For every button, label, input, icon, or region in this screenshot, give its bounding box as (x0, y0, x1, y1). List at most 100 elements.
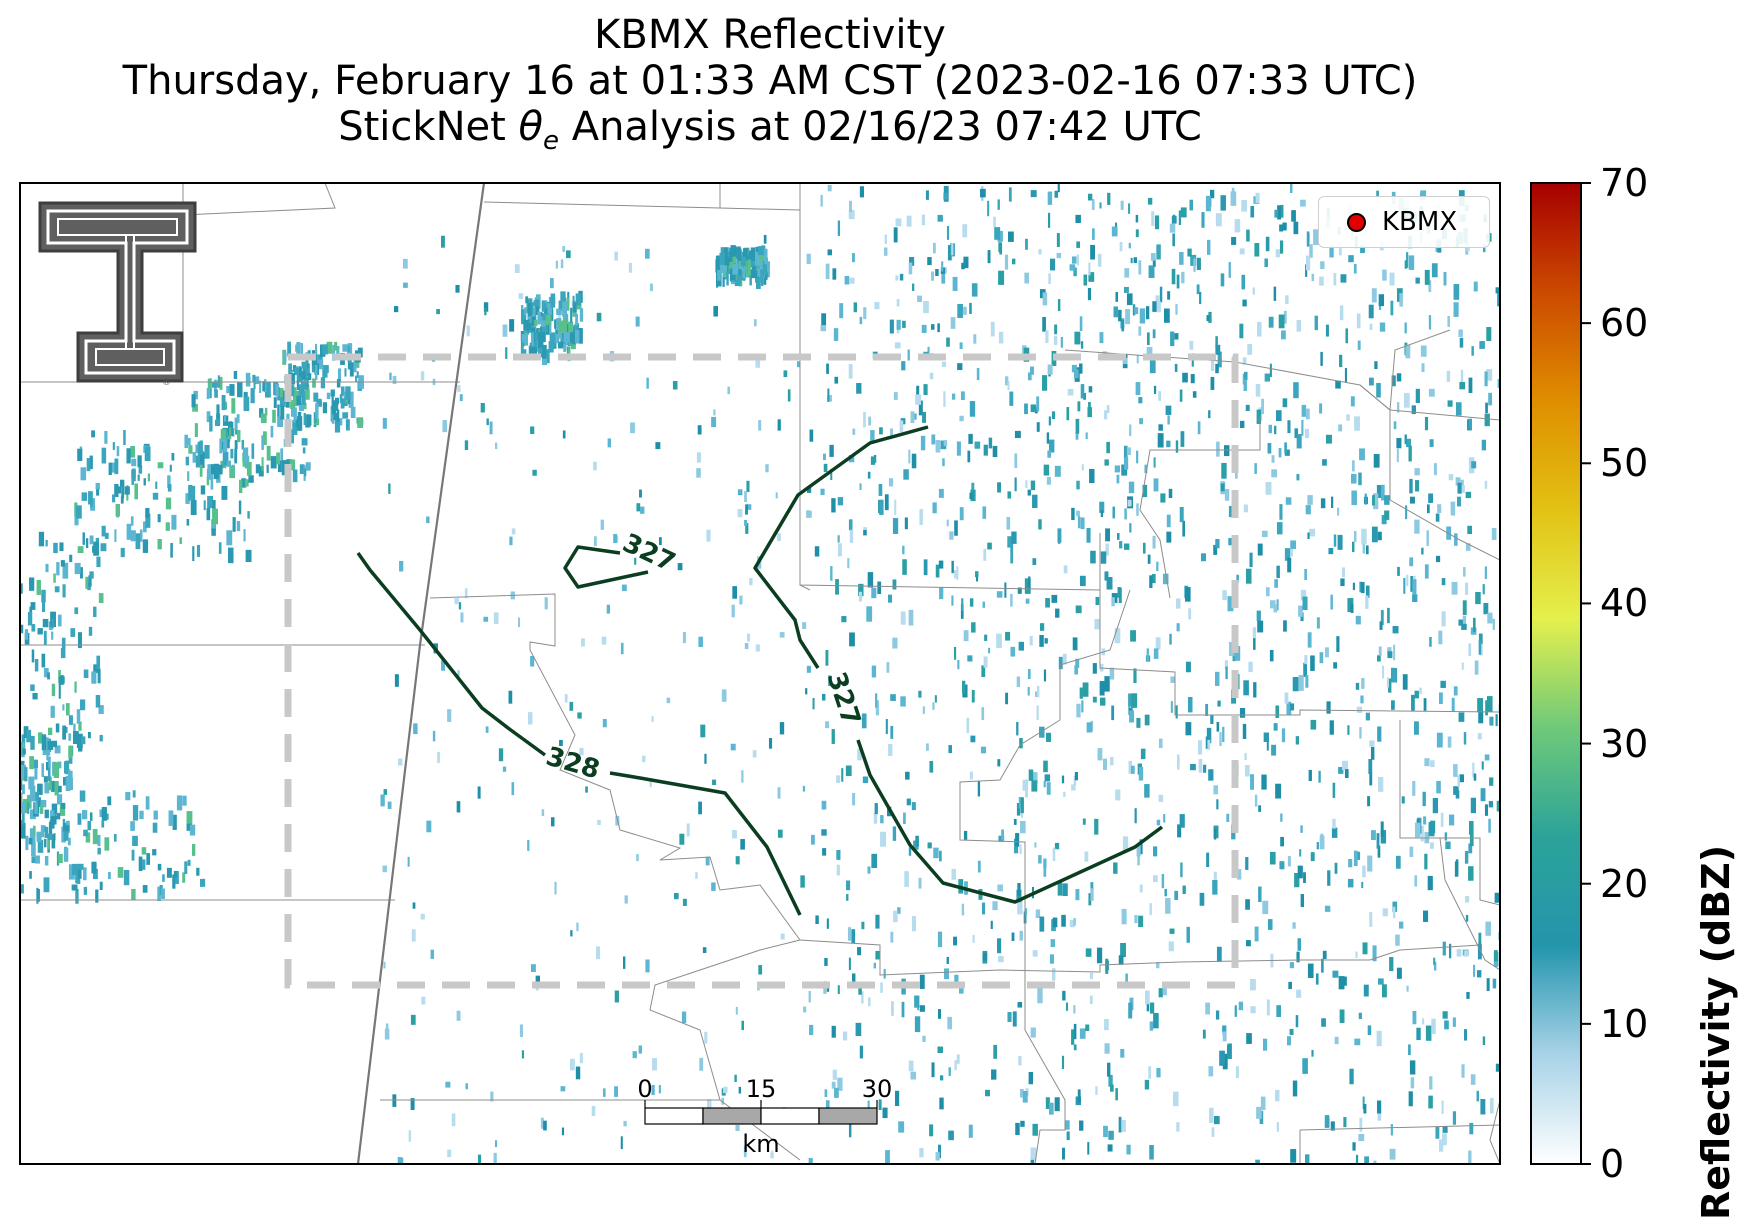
echo-speck (841, 616, 847, 623)
echo-speck (879, 499, 884, 515)
echo-speck (1328, 547, 1334, 555)
echo-speck (1303, 662, 1307, 677)
echo-speck (1345, 328, 1349, 344)
echo-speck (40, 799, 47, 808)
echo-speck (555, 260, 559, 269)
echo-speck (980, 746, 987, 754)
echo-speck (809, 429, 814, 442)
echo-speck (1032, 1123, 1038, 1136)
echo-speck (23, 726, 29, 739)
echo-speck (1305, 264, 1308, 277)
echo-speck (62, 584, 66, 598)
echo-speck (305, 363, 310, 377)
echo-speck (2, 858, 7, 874)
echo-speck (1305, 408, 1310, 420)
echo-speck (1458, 619, 1463, 626)
echo-speck (1241, 274, 1246, 290)
echo-speck (1197, 421, 1201, 435)
echo-speck (1004, 376, 1009, 386)
echo-speck (1484, 413, 1490, 427)
echo-speck (984, 634, 988, 641)
echo-speck (560, 337, 566, 344)
echo-speck (1104, 571, 1109, 581)
echo-speck (141, 847, 147, 855)
echo-speck (1464, 896, 1470, 903)
echo-speck (1482, 584, 1485, 595)
echo-speck (1123, 357, 1128, 365)
echo-speck (934, 695, 937, 703)
echo-speck (1107, 1144, 1113, 1152)
echo-speck (1367, 855, 1373, 872)
echo-speck (1043, 858, 1047, 869)
colorbar-tick-label: 40 (1600, 581, 1649, 626)
echo-speck (1414, 875, 1418, 887)
echo-speck (345, 386, 351, 400)
echo-speck (46, 744, 49, 761)
echo-speck (62, 704, 65, 711)
echo-speck (1352, 1142, 1356, 1151)
echo-speck (1165, 405, 1172, 415)
echo-speck (1261, 774, 1267, 790)
echo-speck (93, 541, 99, 556)
echo-speck (585, 786, 588, 793)
echo-speck (157, 863, 162, 871)
echo-speck (1138, 915, 1144, 928)
echo-speck (8, 880, 11, 893)
echo-speck (574, 323, 580, 334)
echo-speck (1437, 504, 1442, 514)
echo-speck (1074, 665, 1078, 675)
echo-speck (165, 497, 172, 510)
echo-speck (541, 300, 546, 312)
echo-speck (1153, 457, 1156, 468)
echo-speck (144, 446, 151, 461)
echo-speck (963, 630, 969, 642)
echo-speck (380, 794, 385, 807)
echo-speck (130, 516, 134, 526)
echo-speck (1115, 1088, 1118, 1101)
echo-speck (1226, 1045, 1231, 1056)
echo-speck (697, 425, 702, 435)
echo-speck (1112, 506, 1116, 519)
echo-speck (1145, 306, 1150, 320)
echo-speck (946, 226, 950, 240)
scale-unit: km (742, 1130, 779, 1158)
echo-speck (845, 765, 852, 777)
echo-speck (636, 854, 639, 862)
echo-speck (546, 349, 550, 364)
echo-speck (105, 813, 109, 820)
echo-speck (1435, 555, 1441, 563)
echo-speck (1368, 758, 1373, 774)
echo-speck (16, 766, 18, 773)
echo-speck (645, 959, 650, 973)
echo-speck (1135, 229, 1139, 238)
echo-speck (1037, 685, 1040, 698)
echo-speck (1135, 214, 1139, 223)
echo-speck (591, 1105, 596, 1117)
echo-speck (1246, 1033, 1252, 1044)
echo-speck (1025, 480, 1028, 489)
contour-328-line (356, 551, 547, 757)
echo-speck (1212, 879, 1218, 895)
echo-speck (1277, 205, 1282, 220)
echo-speck (867, 572, 874, 588)
echo-speck (990, 920, 993, 929)
echo-speck (1213, 871, 1217, 880)
echo-speck (993, 1044, 998, 1059)
echo-speck (730, 245, 736, 259)
echo-speck (1168, 941, 1174, 952)
echo-speck (1478, 640, 1482, 655)
echo-speck (1156, 561, 1159, 572)
echo-speck (1215, 344, 1221, 355)
echo-speck (20, 792, 23, 803)
echo-speck (334, 419, 341, 433)
echo-speck (51, 618, 54, 629)
echo-speck (946, 956, 949, 964)
echo-speck (89, 535, 94, 545)
echo-speck (1100, 510, 1104, 518)
echo-speck (1008, 231, 1014, 242)
legend-label: KBMX (1382, 207, 1458, 237)
echo-speck (89, 571, 94, 579)
echo-speck (569, 1058, 575, 1071)
echo-speck (1091, 199, 1095, 210)
echo-speck (301, 371, 306, 380)
